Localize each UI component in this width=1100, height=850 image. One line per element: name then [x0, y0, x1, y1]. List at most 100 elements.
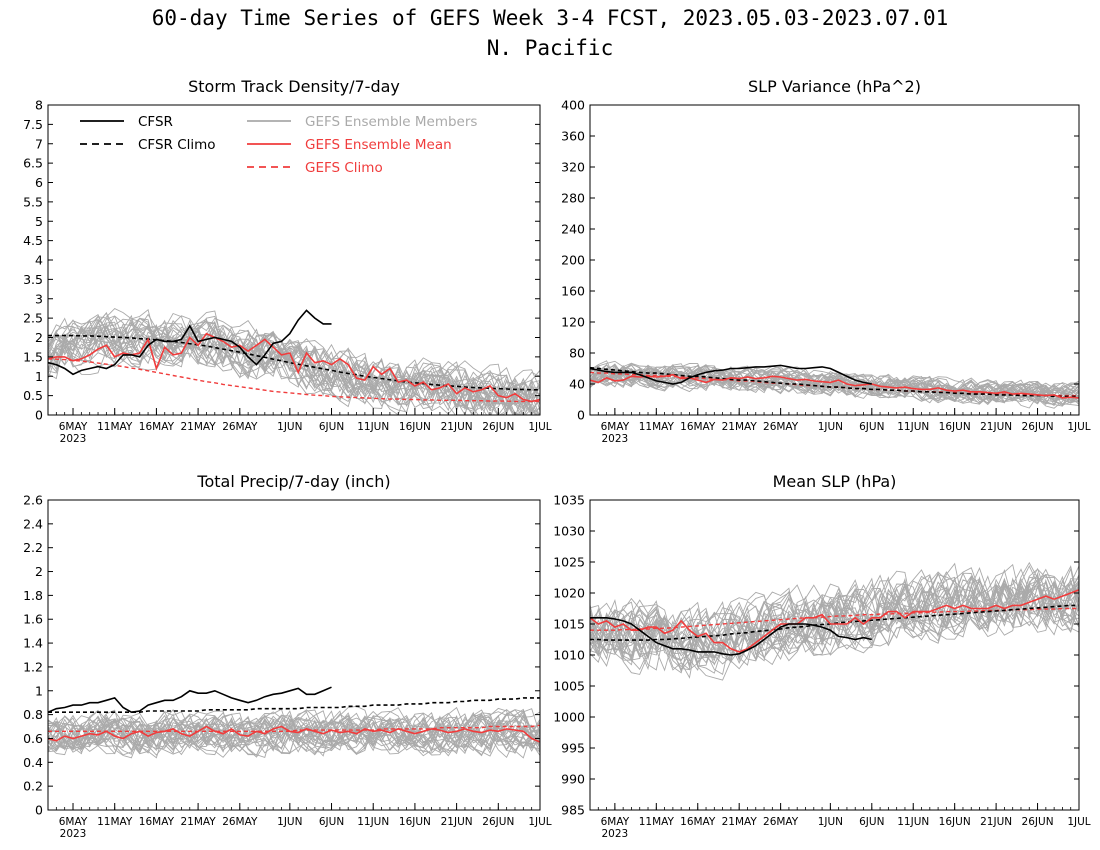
series-cfsr-climo	[590, 366, 1079, 398]
x-tick-label: 6JUN	[859, 421, 884, 433]
x-tick-label: 21JUN	[980, 421, 1012, 433]
y-tick-label: 5.5	[23, 194, 43, 209]
series-cfsr	[590, 616, 872, 656]
chart-panel-2: SLP Variance (hPa^2) 0 40 80 120 160 200 240 280…	[561, 77, 1091, 445]
x-tick-label: 11JUN	[357, 816, 389, 828]
y-tick-label: 0	[35, 803, 43, 818]
ensemble-member-line	[48, 712, 540, 759]
ensemble-member-line	[48, 712, 540, 757]
y-tick-label: 4	[35, 253, 43, 268]
ensemble-member-line	[48, 314, 540, 415]
x-tick-label: 1JUN	[277, 816, 302, 828]
y-tick-label: 0	[577, 408, 585, 423]
x-tick-label: 16JUN	[939, 421, 971, 433]
ensemble-member-line	[590, 366, 1079, 405]
y-tick-label: 40	[569, 377, 585, 392]
ensemble-member-line	[590, 364, 1079, 405]
ensemble-member-line	[48, 316, 540, 413]
series-gefs-ensemble-mean	[48, 725, 540, 743]
y-tick-label: 2	[35, 564, 43, 579]
plot-area	[590, 360, 1079, 409]
y-tick-label: 1	[35, 369, 43, 384]
chart-panel-4: Mean SLP (hPa) 985 990 995 1000 1005 1010 1015 1…	[553, 472, 1091, 840]
y-tick-label: 3.5	[23, 272, 43, 287]
ensemble-member-line	[590, 573, 1079, 666]
ensemble-member-line	[590, 571, 1079, 666]
y-tick-label: 1030	[553, 524, 585, 539]
y-tick-label: 2.2	[23, 540, 43, 555]
x-tick-label: 6MAY	[601, 816, 630, 828]
x-tick-label: 11JUN	[357, 421, 389, 433]
ensemble-member-line	[48, 712, 540, 752]
x-tick-label: 11MAY	[639, 816, 675, 828]
y-tick-label: 1.8	[23, 588, 43, 603]
legend: CFSR CFSR Climo GEFS Ensemble Members GEFS …	[80, 114, 477, 176]
legend-label: GEFS Ensemble Members	[305, 114, 477, 130]
y-tick-label: 7	[35, 136, 43, 151]
panel-title: SLP Variance (hPa^2)	[748, 77, 921, 96]
x-tick-label: 26MAY	[763, 421, 799, 433]
y-tick-label: 1020	[553, 586, 585, 601]
plot-area	[48, 308, 540, 415]
chart-panel-3: Total Precip/7-day (inch)00.20.40.60.811…	[23, 472, 552, 840]
x-tick-label: 16JUN	[399, 816, 431, 828]
y-tick-label: 0.2	[23, 779, 43, 794]
x-tick-label: 26JUN	[482, 421, 514, 433]
y-tick-label: 0.6	[23, 731, 43, 746]
y-tick-label: 2.6	[23, 493, 43, 508]
y-tick-label: 4.5	[23, 233, 43, 248]
y-tick-label: 200	[561, 253, 585, 268]
ensemble-member-line	[590, 578, 1079, 674]
x-tick-label: 1JUN	[818, 816, 843, 828]
ensemble-member-line	[48, 320, 536, 415]
y-tick-label: 2.4	[23, 516, 43, 531]
x-tick-label: 6JUN	[859, 816, 884, 828]
y-tick-label: 8	[35, 98, 43, 113]
plot-area	[590, 561, 1079, 681]
plot-frame	[47, 104, 541, 416]
x-tick-label: 1JUL	[1067, 816, 1090, 828]
x-tick-label: 26JUN	[1022, 421, 1054, 433]
ensemble-member-line	[590, 565, 1079, 660]
series-cfsr	[48, 309, 332, 376]
x-tick-label: 6MAY	[59, 816, 88, 828]
x-tick-label: 1JUN	[818, 421, 843, 433]
x-tick-label: 16MAY	[139, 421, 175, 433]
y-tick-label: 1	[35, 683, 43, 698]
x-tick-label: 26MAY	[763, 816, 799, 828]
x-tick-label: 11MAY	[97, 421, 133, 433]
y-tick-label: 0.8	[23, 707, 43, 722]
y-tick-label: 3	[35, 291, 43, 306]
series-cfsr	[590, 364, 872, 385]
y-tick-label: 2.5	[23, 311, 43, 326]
y-tick-label: 1.4	[23, 636, 43, 651]
y-tick-label: 320	[561, 160, 585, 175]
series-gefs-climo	[48, 358, 540, 403]
y-tick-label: 400	[561, 98, 585, 113]
series-cfsr-climo	[48, 697, 540, 714]
y-tick-label: 0	[35, 408, 43, 423]
y-tick-label: 1005	[553, 679, 585, 694]
y-tick-label: 360	[561, 129, 585, 144]
legend-label: GEFS Climo	[305, 160, 383, 176]
ensemble-member-line	[590, 367, 1079, 403]
legend-label: CFSR	[138, 114, 173, 130]
x-tick-label: 26JUN	[1022, 816, 1054, 828]
x-tick-label: 1JUN	[277, 421, 302, 433]
panel-title: Mean SLP (hPa)	[773, 472, 897, 491]
ensemble-member-line	[48, 710, 540, 754]
ensemble-member-line	[48, 314, 537, 415]
ensemble-member-line	[48, 326, 540, 413]
legend-label: GEFS Ensemble Mean	[305, 137, 452, 153]
figure-subtitle: N. Pacific	[486, 36, 614, 60]
series-gefs-ensemble-mean	[590, 373, 1079, 399]
ensemble-member-line	[590, 574, 1079, 667]
ensemble-member-line	[590, 563, 1079, 666]
ensemble-member-line	[590, 571, 1079, 675]
x-tick-label: 21MAY	[181, 816, 217, 828]
x-tick-label: 1JUL	[528, 816, 551, 828]
x-tick-label: 21JUN	[441, 816, 473, 828]
ensemble-member-line	[590, 366, 1079, 409]
y-tick-label: 6.5	[23, 156, 43, 171]
